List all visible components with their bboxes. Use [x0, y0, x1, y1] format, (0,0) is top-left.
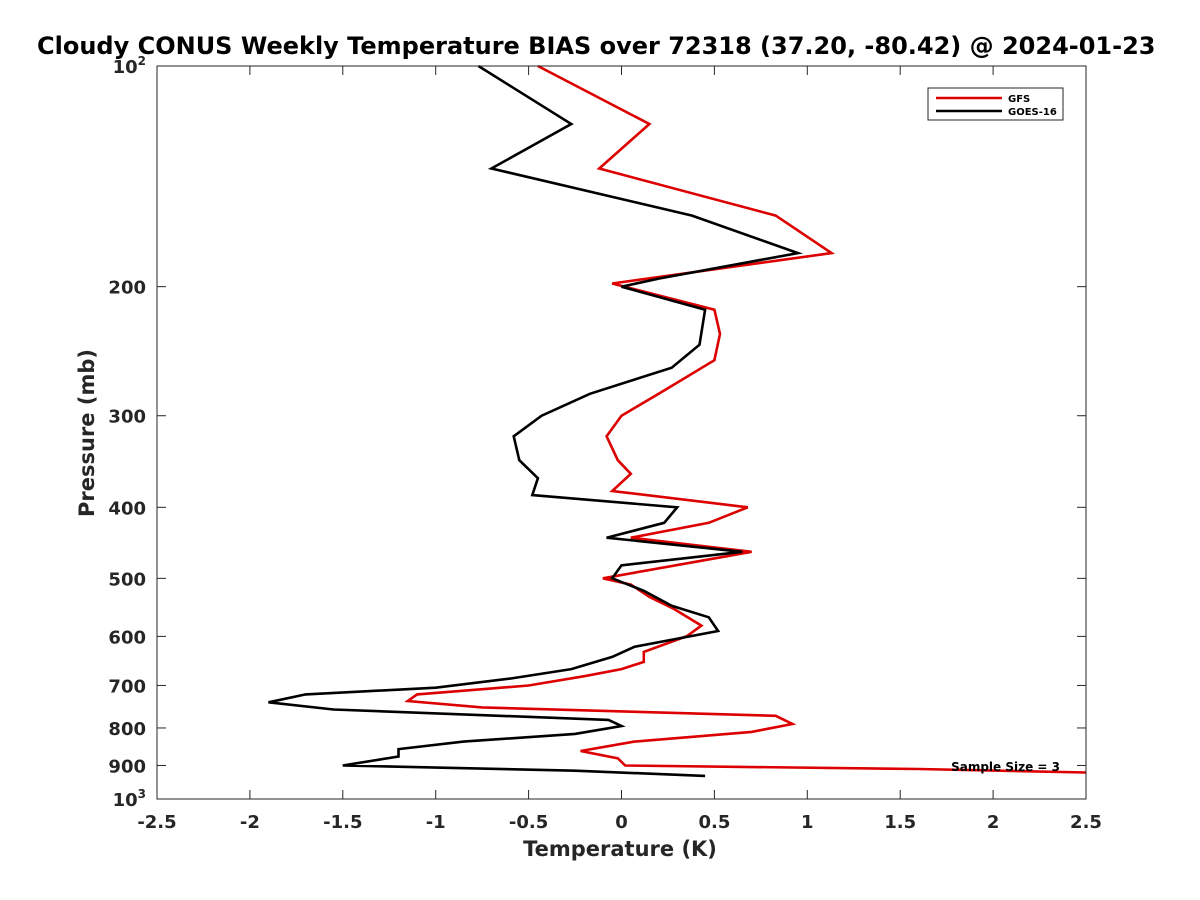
series-line-gfs	[404, 64, 1087, 774]
x-tick-label: 0	[615, 812, 628, 833]
plot-area-frame	[156, 65, 1087, 800]
x-tick-label: -0.5	[509, 812, 548, 833]
y-tick-label: 102	[113, 54, 146, 78]
x-tick-label: -1.5	[323, 812, 362, 833]
y-tick-label: 900	[108, 756, 146, 777]
legend: GFS GOES-16	[927, 87, 1064, 121]
series-line-goes-16	[268, 64, 804, 778]
x-tick-label: -1	[426, 812, 446, 833]
x-tick-label: 1.5	[884, 812, 916, 833]
x-tick-label: 1	[801, 812, 814, 833]
y-tick-label: 700	[108, 676, 146, 697]
y-tick-label: 200	[108, 278, 146, 299]
series-layer	[268, 64, 1087, 778]
x-tick-label: -2.5	[137, 812, 176, 833]
legend-label: GFS	[1008, 94, 1030, 105]
axes-layer: -2.5 -2 -1.5 -1 -0.5 0 0.5 1 1.5 2 2.5 102 200 300 400…	[108, 54, 1102, 833]
x-tick-label: 2.5	[1070, 812, 1102, 833]
y-axis-label: Pressure (mb)	[75, 349, 99, 517]
y-tick-label: 500	[108, 569, 146, 590]
sample-size-annotation: Sample Size = 3	[951, 760, 1060, 774]
x-axis-label: Temperature (K)	[523, 837, 717, 861]
y-tick-label: 103	[113, 787, 146, 811]
y-tick-label: 800	[108, 719, 146, 740]
y-tick-label: 300	[108, 407, 146, 428]
legend-box	[927, 87, 1064, 121]
x-tick-label: 0.5	[698, 812, 730, 833]
x-tick-label: -2	[240, 812, 260, 833]
x-tick-label: 2	[987, 812, 1000, 833]
y-tick-label: 600	[108, 627, 146, 648]
chart-title: Cloudy CONUS Weekly Temperature BIAS ove…	[37, 32, 1155, 60]
y-tick-label: 400	[108, 498, 146, 519]
legend-label: GOES-16	[1008, 107, 1057, 118]
